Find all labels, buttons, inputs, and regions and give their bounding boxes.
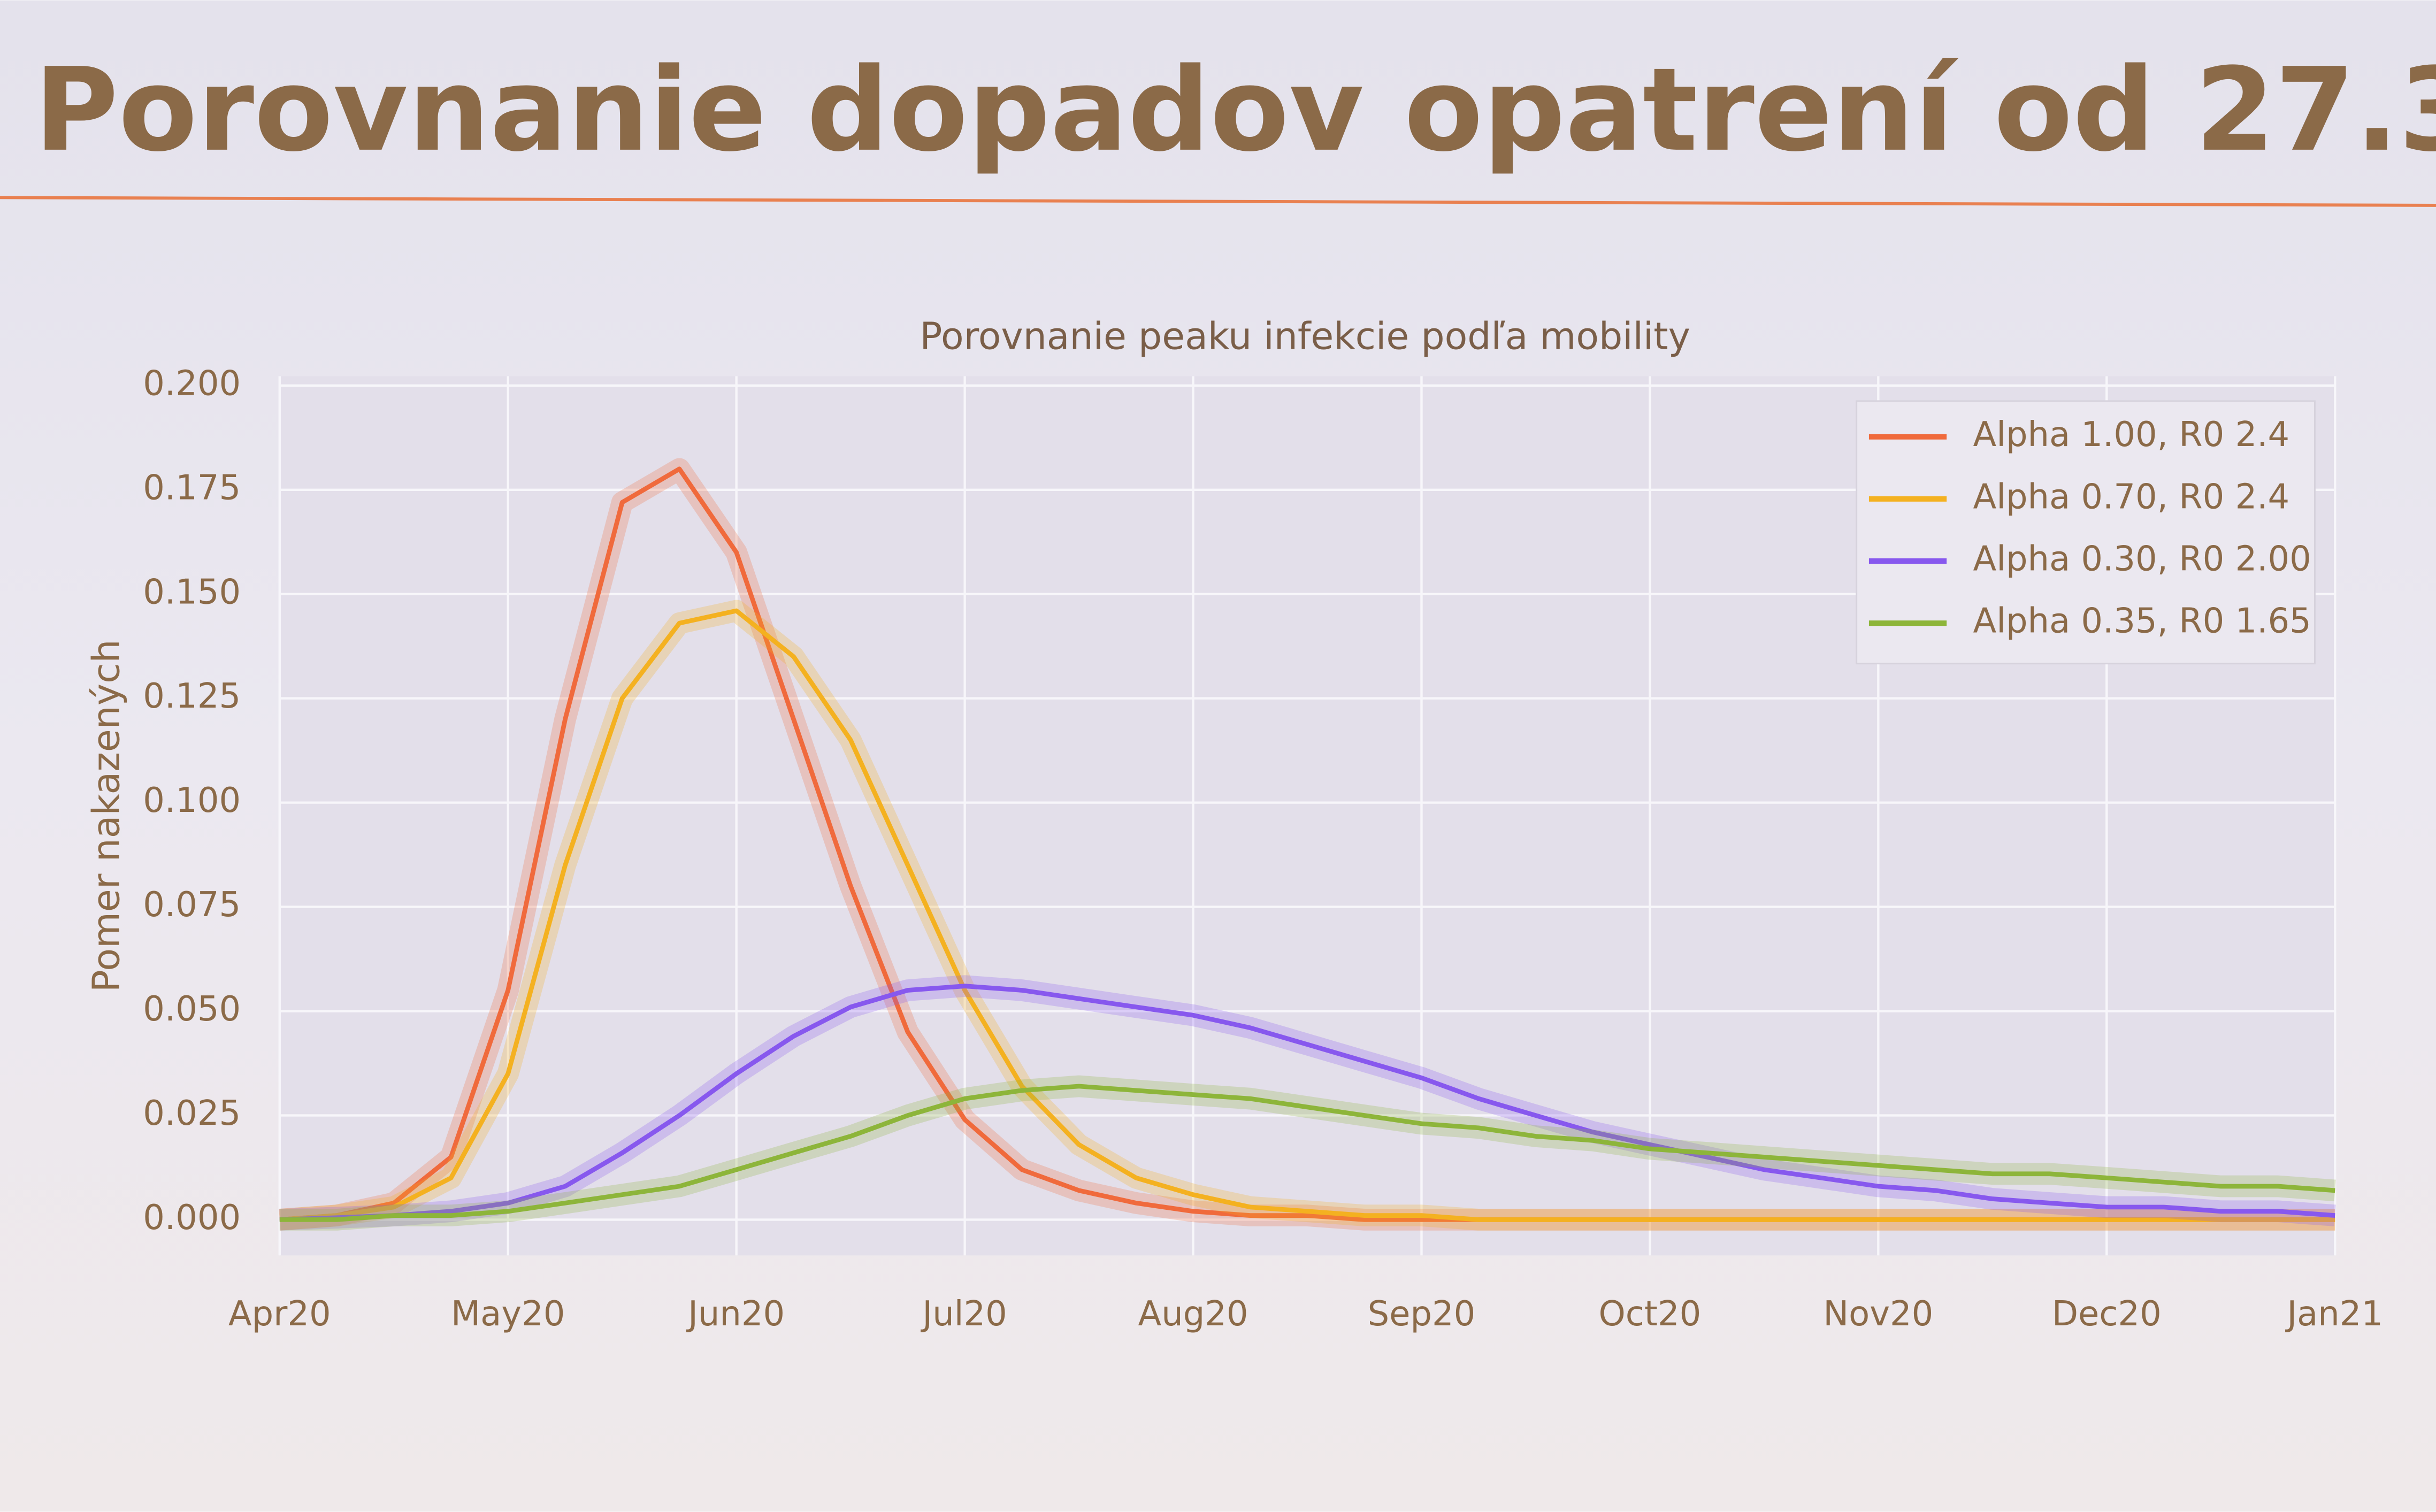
lines [279,458,2336,1231]
legend-label: Alpha 0.30, R0 2.00 [1973,540,2311,579]
chart-title: Porovnanie peaku infekcie podľa mobility [920,315,1690,358]
x-tick-label: Jun20 [686,1294,785,1334]
legend-label: Alpha 0.70, R0 2.4 [1973,477,2290,517]
y-tick-label: 0.000 [143,1198,241,1238]
y-tick-label: 0.125 [143,677,241,716]
y-tick-label: 0.050 [143,989,241,1029]
legend: Alpha 1.00, R0 2.4 Alpha 0.70, R0 2.4 Alph… [1868,415,2311,641]
y-tick-label: 0.100 [143,781,241,820]
title-rule [0,196,2436,207]
x-tick-label: Jul20 [920,1294,1007,1334]
x-tick-label: Sep20 [1368,1294,1476,1334]
y-axis-label: Pomer nakazených [85,639,128,992]
x-tick-label: Aug20 [1138,1294,1248,1334]
legend-label: Alpha 1.00, R0 2.4 [1973,415,2290,455]
grid: 0.000 0.025 0.050 0.075 0.100 0.125 0.150 0.175… [143,364,2383,1334]
y-tick-label: 0.075 [143,885,241,925]
x-tick-label: Nov20 [1823,1294,1933,1334]
legend-box [1856,400,2316,665]
y-tick-label: 0.025 [143,1094,241,1133]
y-tick-label: 0.175 [143,468,241,508]
legend-label: Alpha 0.35, R0 1.65 [1973,602,2311,641]
y-tick-label: 0.150 [143,572,241,612]
series-line [279,608,2335,1222]
x-tick-label: Jan21 [2285,1294,2383,1334]
x-tick-label: May20 [451,1294,565,1334]
x-tick-label: Apr20 [228,1294,331,1334]
x-tick-label: Dec20 [2052,1294,2162,1334]
series-line [279,984,2335,1222]
x-tick-label: Oct20 [1599,1294,1702,1334]
series-line [279,1084,2335,1222]
slide-title: Porovnanie dopadov opatrení od 27.3 [34,43,2436,177]
y-tick-label: 0.200 [143,364,241,403]
